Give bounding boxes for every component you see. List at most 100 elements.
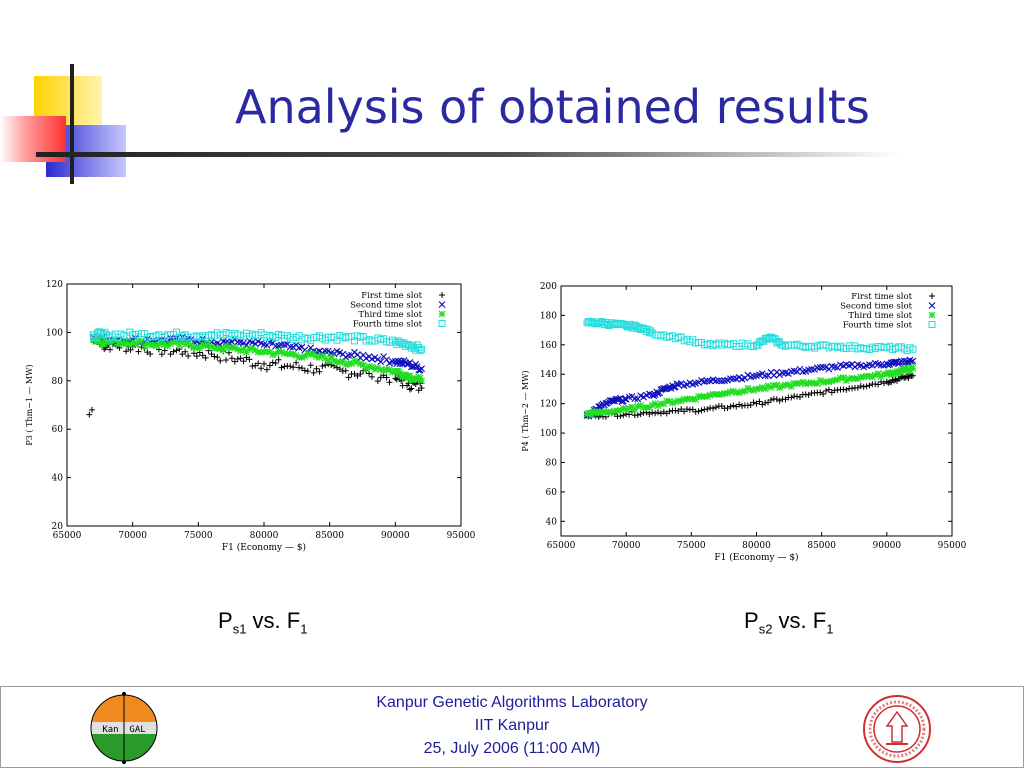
data-point bbox=[819, 363, 827, 371]
data-point bbox=[318, 352, 326, 359]
data-point bbox=[345, 374, 352, 381]
data-point bbox=[269, 351, 277, 359]
data-point bbox=[787, 383, 795, 391]
data-point bbox=[724, 405, 731, 412]
data-point bbox=[747, 386, 755, 394]
data-point bbox=[301, 367, 308, 374]
data-point bbox=[324, 347, 332, 355]
legend-label: Second time slot bbox=[840, 302, 912, 312]
y-tick-label: 140 bbox=[540, 370, 557, 380]
legend-marker bbox=[928, 302, 936, 309]
data-point bbox=[756, 398, 763, 405]
data-point bbox=[875, 381, 882, 388]
data-point bbox=[127, 346, 134, 353]
data-point bbox=[418, 377, 426, 385]
kangal-logo-text: Kan GAL bbox=[102, 725, 145, 735]
data-point bbox=[339, 358, 347, 365]
data-point bbox=[779, 382, 786, 390]
data-point bbox=[196, 344, 204, 352]
data-point bbox=[263, 366, 270, 373]
data-point bbox=[374, 378, 381, 385]
data-point bbox=[637, 411, 644, 418]
data-point bbox=[283, 350, 291, 358]
data-point bbox=[357, 371, 364, 378]
data-point bbox=[179, 351, 186, 358]
legend-marker bbox=[439, 292, 445, 298]
legend-marker bbox=[438, 301, 446, 308]
data-point bbox=[669, 399, 676, 407]
decorative-corner-graphic bbox=[0, 64, 126, 184]
data-point bbox=[149, 341, 157, 349]
caption-right-mid: vs. F bbox=[772, 608, 827, 633]
x-tick-label: 80000 bbox=[742, 541, 771, 551]
data-point bbox=[703, 393, 711, 401]
data-point bbox=[193, 353, 200, 360]
data-point bbox=[362, 354, 370, 362]
data-point bbox=[802, 391, 809, 398]
data-point bbox=[383, 374, 390, 381]
data-point bbox=[132, 341, 140, 349]
scatter-plot-2: 65000 70000 75000 80000 85000 90000 95000 40 60 8… bbox=[521, 282, 967, 563]
data-point bbox=[776, 371, 784, 379]
data-point bbox=[330, 357, 338, 365]
data-point bbox=[652, 410, 659, 417]
caption-right-sub: s2 bbox=[758, 621, 773, 637]
data-point bbox=[727, 388, 734, 396]
data-point bbox=[251, 346, 259, 354]
data-point bbox=[293, 359, 300, 366]
y-tick-label: 100 bbox=[46, 328, 63, 338]
data-point bbox=[219, 346, 227, 354]
data-point bbox=[257, 339, 265, 347]
data-point bbox=[416, 366, 424, 374]
data-point bbox=[761, 372, 769, 380]
data-point bbox=[698, 407, 705, 414]
data-point bbox=[167, 340, 175, 348]
data-point bbox=[729, 375, 737, 383]
data-point bbox=[234, 356, 241, 363]
data-point bbox=[342, 361, 350, 369]
data-point bbox=[677, 397, 685, 405]
data-point bbox=[216, 345, 224, 353]
data-point bbox=[415, 387, 422, 394]
data-point bbox=[307, 362, 314, 369]
x-tick-label: 90000 bbox=[381, 531, 410, 541]
data-point bbox=[655, 409, 662, 416]
x-axis-label: F1 (Economy — $) bbox=[714, 552, 798, 563]
data-point bbox=[906, 344, 914, 352]
data-point bbox=[788, 394, 795, 401]
data-point bbox=[120, 340, 128, 348]
y-tick-label: 80 bbox=[52, 377, 64, 387]
data-point bbox=[283, 340, 291, 348]
data-point bbox=[324, 357, 332, 365]
x-tick-label: 85000 bbox=[315, 531, 344, 541]
data-point bbox=[608, 408, 616, 416]
data-point bbox=[622, 406, 630, 413]
data-point bbox=[175, 341, 183, 349]
data-point bbox=[359, 361, 367, 369]
data-point bbox=[645, 390, 653, 398]
data-point bbox=[123, 348, 130, 355]
data-point bbox=[147, 350, 154, 357]
data-point bbox=[353, 358, 361, 366]
data-point bbox=[266, 362, 273, 369]
data-point bbox=[698, 393, 705, 401]
data-point bbox=[278, 364, 285, 371]
data-point bbox=[755, 385, 763, 393]
data-point bbox=[854, 375, 862, 383]
data-point bbox=[272, 360, 279, 367]
data-point bbox=[416, 346, 424, 354]
data-point bbox=[906, 367, 914, 374]
data-point bbox=[595, 409, 603, 417]
caption-right: Ps2 vs. F1 bbox=[744, 608, 833, 636]
series-4 bbox=[583, 317, 917, 355]
x-tick-label: 75000 bbox=[677, 541, 706, 551]
data-point bbox=[621, 395, 629, 403]
data-point bbox=[231, 344, 239, 352]
data-point bbox=[808, 366, 815, 373]
data-point bbox=[152, 342, 160, 350]
data-point bbox=[773, 396, 780, 403]
data-point bbox=[848, 374, 856, 382]
data-point bbox=[730, 402, 737, 409]
data-point bbox=[880, 370, 888, 378]
data-point bbox=[322, 362, 329, 369]
